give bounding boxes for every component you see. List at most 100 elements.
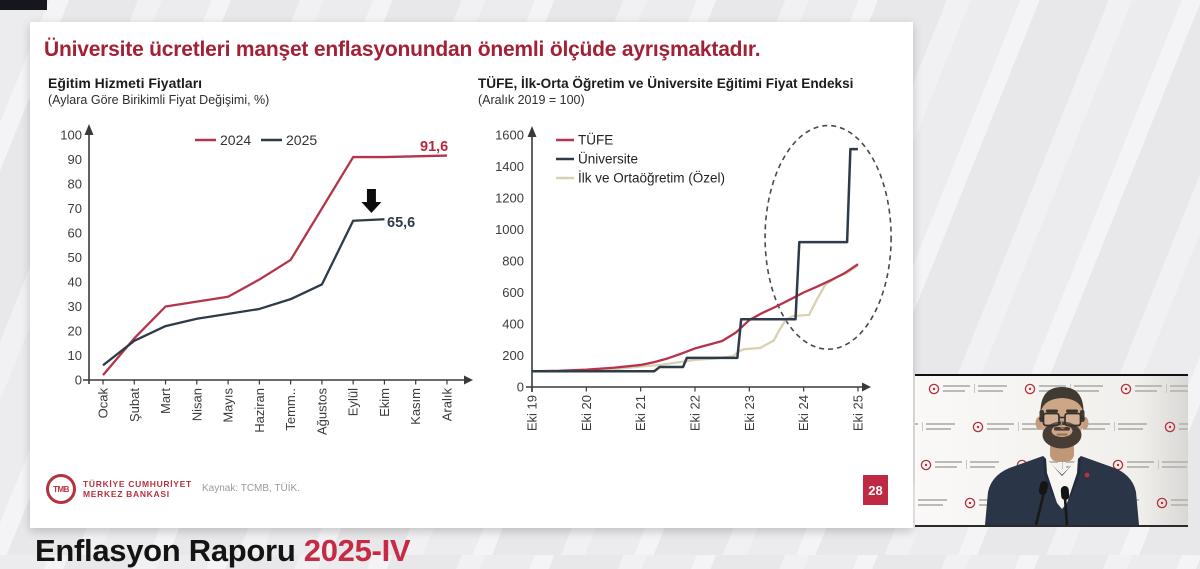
value-label-2025: 65,6 bbox=[387, 215, 415, 231]
pattern-text-line bbox=[1022, 428, 1047, 430]
pattern-text-line bbox=[1118, 423, 1147, 425]
pattern-text-line bbox=[1039, 385, 1066, 387]
x-tick-label: Eki 20 bbox=[579, 395, 594, 431]
presentation-slide: Üniversite ücretleri manşet enflasyonund… bbox=[30, 22, 913, 528]
microphone-icon bbox=[1060, 486, 1070, 500]
y-tick-label: 30 bbox=[68, 299, 82, 314]
pattern-text-line bbox=[935, 466, 957, 468]
tcmb-mini-logo-icon bbox=[1156, 497, 1168, 509]
pattern-text-line bbox=[1083, 428, 1105, 430]
tcmb-mini-logo-icon bbox=[964, 497, 976, 509]
pattern-text-line bbox=[926, 423, 955, 425]
y-tick-label: 1200 bbox=[495, 191, 524, 206]
tcmb-mini-logo-icon bbox=[1168, 425, 1172, 429]
monthly-cumulative-price-chart: Ocak Şubat Mart Nisan Mayıs Haziran Temm.. Ağus… bbox=[60, 124, 473, 435]
pattern-text-line bbox=[943, 390, 965, 392]
pattern-divider bbox=[922, 422, 923, 431]
y-tick-label: 1000 bbox=[495, 222, 524, 237]
pattern-text-line bbox=[926, 428, 951, 430]
pattern-text-line bbox=[1127, 466, 1149, 468]
pattern-text-line bbox=[1170, 390, 1188, 392]
series-Üniversite bbox=[532, 147, 858, 373]
y-tick-label: 600 bbox=[502, 285, 524, 300]
pattern-text-line bbox=[1162, 461, 1188, 463]
pattern-text-line bbox=[1179, 428, 1188, 430]
pattern-text-line bbox=[1074, 390, 1099, 392]
pattern-divider bbox=[1158, 460, 1159, 469]
legend-label: İlk ve Ortaöğretim (Özel) bbox=[578, 171, 725, 186]
bank-name: TÜRKİYE CUMHURİYET MERKEZ BANKASI bbox=[83, 479, 192, 499]
y-tick-label: 80 bbox=[68, 177, 82, 192]
x-tick-label: Nisan bbox=[189, 388, 204, 421]
pattern-text-line bbox=[1118, 428, 1143, 430]
x-tick-label: Eki 24 bbox=[796, 395, 811, 431]
pattern-text-line bbox=[1170, 385, 1188, 387]
x-tick-label: Ağustos bbox=[314, 388, 329, 435]
y-tick-label: 0 bbox=[517, 380, 524, 395]
pattern-text-line bbox=[1179, 423, 1188, 425]
right-chart-subtitle: (Aralık 2019 = 100) bbox=[478, 93, 585, 107]
tcmb-mini-logo-icon bbox=[928, 383, 940, 395]
microphone-icon bbox=[1038, 481, 1049, 495]
x-tick-label: Mayıs bbox=[221, 388, 236, 423]
tcmb-mini-logo-icon bbox=[920, 459, 932, 471]
x-tick-label: Şubat bbox=[127, 388, 142, 422]
x-tick-label: Eki 22 bbox=[687, 395, 702, 431]
pattern-text-line bbox=[970, 466, 995, 468]
pattern-text-line bbox=[1127, 461, 1154, 463]
pattern-text-line bbox=[1083, 423, 1110, 425]
x-tick-label: Ekim bbox=[377, 388, 392, 417]
lapel-pin-icon bbox=[1084, 472, 1090, 478]
y-tick-label: 1600 bbox=[495, 128, 524, 143]
pattern-text-line bbox=[1135, 385, 1162, 387]
pattern-text-line bbox=[1135, 390, 1157, 392]
x-tick-label: Eki 25 bbox=[850, 395, 865, 431]
x-tick-label: Ocak bbox=[96, 388, 111, 419]
slide-title: Üniversite ücretleri manşet enflasyonund… bbox=[44, 38, 761, 61]
pattern-text-line bbox=[978, 385, 1007, 387]
y-tick-label: 40 bbox=[68, 275, 82, 290]
legend-label-2024: 2024 bbox=[220, 132, 251, 148]
y-tick-label: 90 bbox=[68, 152, 82, 167]
pattern-text-line bbox=[935, 461, 962, 463]
speaker-video-illustration bbox=[915, 376, 1188, 525]
bank-name-line2: MERKEZ BANKASI bbox=[83, 489, 170, 499]
pattern-text-line bbox=[1171, 499, 1188, 501]
y-tick-label: 60 bbox=[68, 226, 82, 241]
source-note: Kaynak: TCMB, TÜİK. bbox=[202, 483, 300, 494]
report-caption-edition: 2025-IV bbox=[303, 533, 411, 568]
legend-label: Üniversite bbox=[578, 152, 638, 167]
x-tick-label: Eki 19 bbox=[525, 395, 540, 431]
tcmb-logo: TMB TÜRKİYE CUMHURİYET MERKEZ BANKASI bbox=[46, 474, 192, 504]
speaker-video-feed[interactable] bbox=[915, 374, 1188, 527]
tcmb-mini-logo-icon bbox=[932, 387, 936, 391]
y-tick-label: 100 bbox=[60, 128, 82, 143]
legend-label: TÜFE bbox=[578, 133, 613, 148]
pattern-divider bbox=[974, 384, 975, 393]
x-tick-label: Aralık bbox=[439, 388, 454, 422]
x-tick-label: Eki 23 bbox=[742, 395, 757, 431]
report-caption-prefix: Enflasyon Raporu bbox=[35, 533, 304, 568]
pattern-divider bbox=[966, 460, 967, 469]
pattern-text-line bbox=[1074, 385, 1103, 387]
microphones bbox=[1034, 481, 1070, 525]
tcmb-mini-logo-icon bbox=[1028, 387, 1032, 391]
x-tick-label: Haziran bbox=[252, 388, 267, 433]
pattern-text-line bbox=[970, 461, 999, 463]
pattern-text-line bbox=[918, 504, 943, 506]
pattern-text-line bbox=[987, 428, 1009, 430]
y-tick-label: 200 bbox=[502, 348, 524, 363]
pattern-text-line bbox=[987, 423, 1014, 425]
right-chart-title: TÜFE, İlk-Orta Öğretim ve Üniversite Eği… bbox=[478, 76, 854, 91]
pattern-text-line bbox=[943, 385, 970, 387]
tcmb-mini-logo-icon bbox=[1024, 383, 1036, 395]
tcmb-mini-logo-icon bbox=[968, 501, 972, 505]
tcmb-mini-logo-icon bbox=[1160, 501, 1164, 505]
y-tick-label: 400 bbox=[502, 317, 524, 332]
pattern-divider bbox=[1018, 422, 1019, 431]
tcmb-mini-logo-icon bbox=[976, 425, 980, 429]
tcmb-mini-logo-icon bbox=[1164, 421, 1176, 433]
tcmb-logo-icon: TMB bbox=[46, 474, 76, 504]
pattern-text-line bbox=[978, 390, 1003, 392]
y-tick-label: 1400 bbox=[495, 159, 524, 174]
